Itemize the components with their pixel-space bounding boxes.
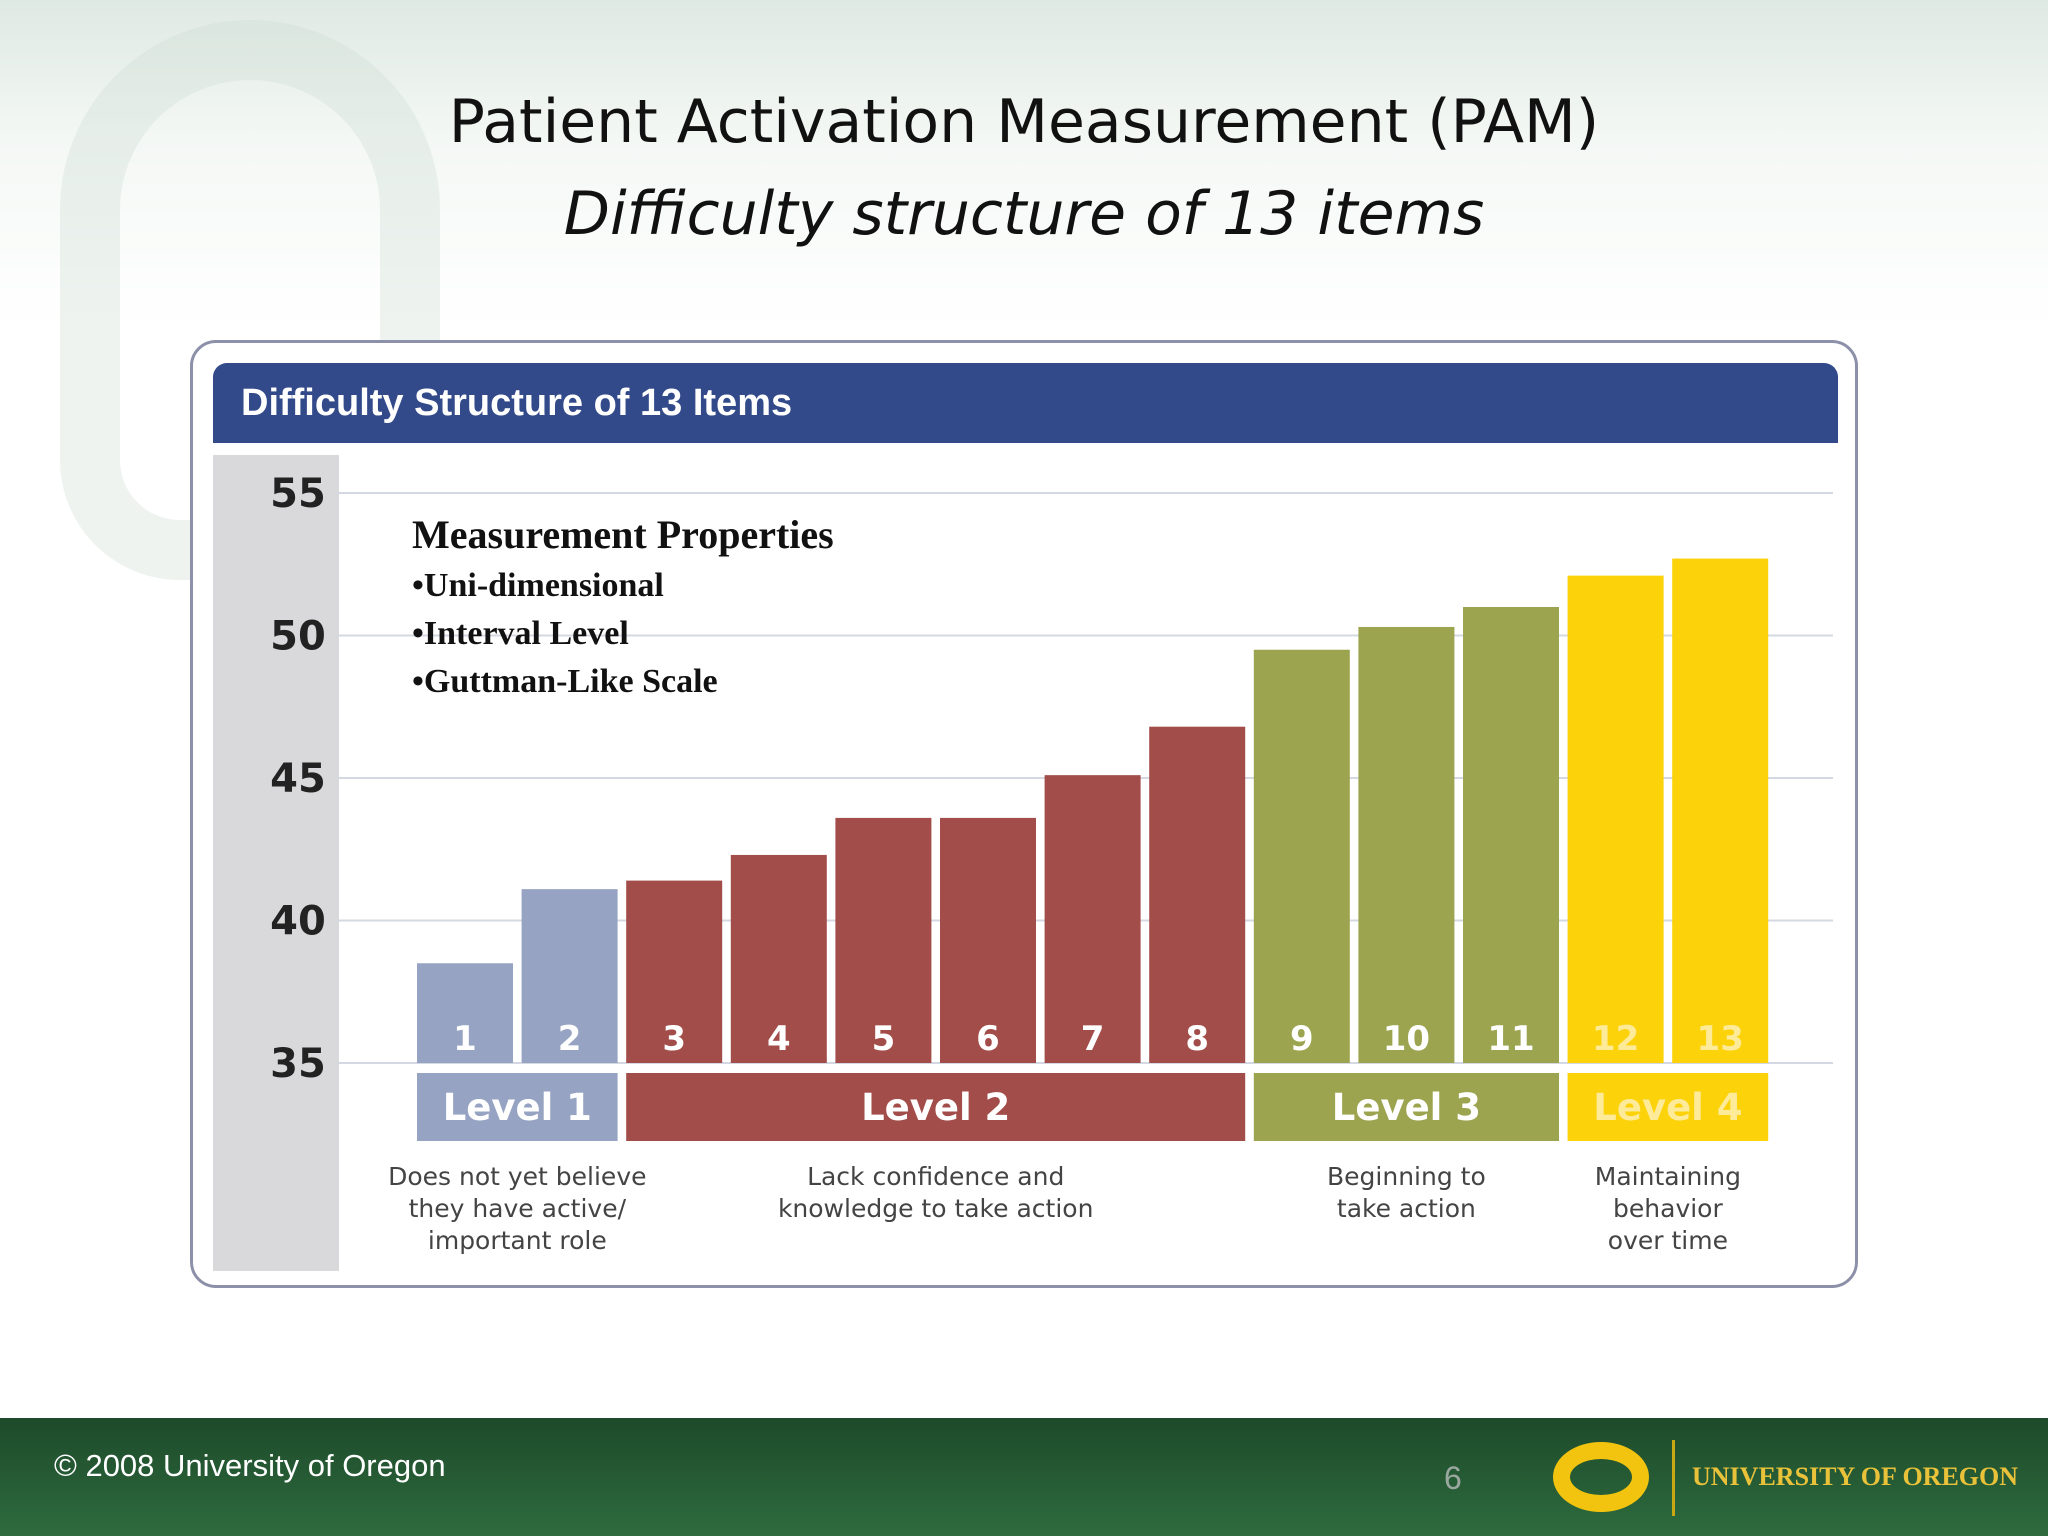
level-label: Level 4 <box>1593 1086 1742 1129</box>
level-label: Level 3 <box>1332 1086 1481 1129</box>
bar-label: 7 <box>1081 1019 1105 1059</box>
level-description: Beginning to <box>1327 1162 1486 1191</box>
property-item: •Uni-dimensional <box>412 567 664 604</box>
slide-subtitle: Difficulty structure of 13 items <box>563 179 1485 249</box>
page-number: 6 <box>1444 1460 1462 1496</box>
level-description: Maintaining <box>1595 1162 1741 1191</box>
bar <box>521 889 618 1063</box>
chart-title: Difficulty Structure of 13 Items <box>213 363 1838 443</box>
bar <box>1358 626 1455 1063</box>
university-logo-text: UNIVERSITY OF OREGON <box>1692 1462 2019 1491</box>
level-description: they have active/ <box>409 1194 627 1223</box>
bar <box>626 880 723 1063</box>
copyright-text: © 2008 University of Oregon <box>54 1448 446 1483</box>
bar <box>835 817 932 1063</box>
bar <box>1253 649 1350 1063</box>
property-item: •Interval Level <box>412 615 629 652</box>
level-description: Lack confidence and <box>807 1162 1064 1191</box>
level-description: Does not yet believe <box>388 1162 646 1191</box>
properties-title: Measurement Properties <box>412 512 834 557</box>
bar <box>1567 575 1664 1063</box>
level-label: Level 1 <box>443 1086 592 1129</box>
bar-label: 12 <box>1592 1019 1639 1059</box>
y-tick-label: 55 <box>270 471 326 517</box>
slide-title: Patient Activation Measurement (PAM) <box>448 87 1600 157</box>
bar <box>1463 607 1559 1063</box>
bar <box>730 854 827 1063</box>
bar-label: 4 <box>767 1019 791 1059</box>
university-o-logo-icon <box>1553 1442 1649 1512</box>
y-tick-label: 45 <box>270 756 326 802</box>
bar-label: 8 <box>1185 1019 1209 1059</box>
bar-label: 5 <box>872 1019 896 1059</box>
bar-label: 2 <box>558 1019 582 1059</box>
level-band <box>1253 1073 1559 1141</box>
level-description: take action <box>1337 1194 1476 1223</box>
bar <box>417 963 513 1063</box>
property-item: •Guttman-Like Scale <box>412 663 718 700</box>
level-band <box>1567 1073 1769 1141</box>
level-description: important role <box>428 1226 607 1255</box>
logo-divider <box>1672 1440 1675 1516</box>
y-tick-label: 35 <box>270 1041 326 1087</box>
bar-label: 11 <box>1487 1019 1534 1059</box>
footer-bar: © 2008 University of Oregon 6 UNIVERSITY… <box>0 1418 2048 1536</box>
measurement-properties: Measurement Properties •Uni-dimensional … <box>412 508 834 706</box>
bar-label: 9 <box>1290 1019 1314 1059</box>
level-description: over time <box>1608 1226 1728 1255</box>
bar <box>1044 775 1141 1063</box>
bar <box>1672 558 1769 1063</box>
bar-label: 3 <box>662 1019 686 1059</box>
y-tick-label: 40 <box>270 899 326 945</box>
bar <box>1149 726 1246 1063</box>
y-axis-strip <box>213 455 339 1271</box>
level-description: knowledge to take action <box>778 1194 1094 1223</box>
bar-label: 6 <box>976 1019 1000 1059</box>
y-tick-label: 50 <box>270 614 326 660</box>
bar-label: 13 <box>1697 1019 1744 1059</box>
bar-label: 1 <box>453 1019 477 1059</box>
level-label: Level 2 <box>861 1086 1010 1129</box>
level-band <box>417 1073 618 1141</box>
bar-label: 10 <box>1383 1019 1430 1059</box>
level-band <box>626 1073 1246 1141</box>
bar <box>940 817 1036 1063</box>
level-description: behavior <box>1613 1194 1723 1223</box>
